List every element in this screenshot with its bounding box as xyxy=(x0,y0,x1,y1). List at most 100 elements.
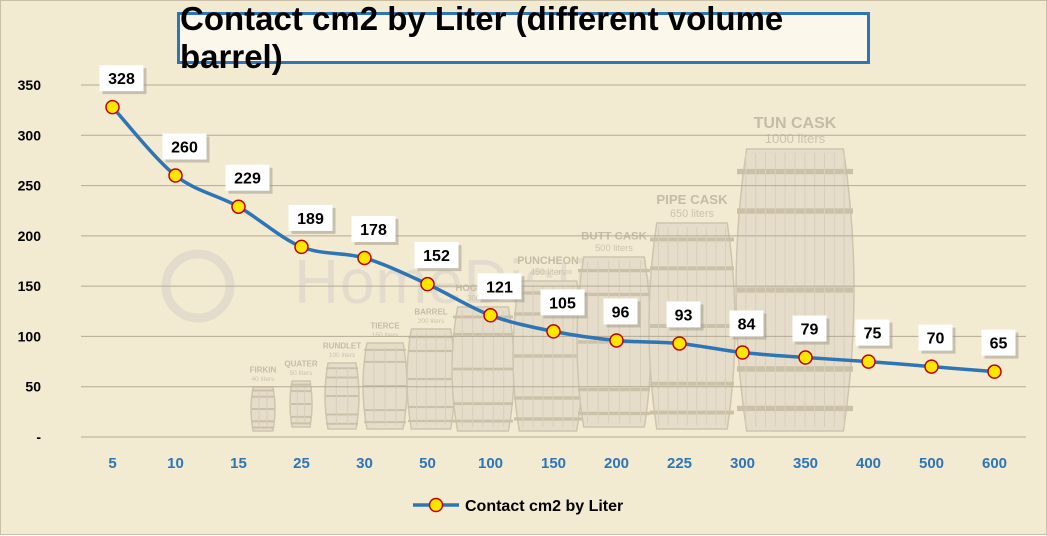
barrel-illustration-icon: FIRKIN 40 liters xyxy=(250,365,277,432)
barrel-volume: 500 liters xyxy=(595,243,633,253)
axes: 350 300 250 200 150 100 50 - 5 10 15 25 30 50 100 150 20… xyxy=(18,77,1007,472)
series-layer xyxy=(105,99,1002,379)
chart-title: Contact cm2 by Liter (different volume b… xyxy=(180,0,784,75)
data-point xyxy=(861,354,876,369)
x-tick-label: 10 xyxy=(167,455,184,472)
data-label-box xyxy=(603,298,638,325)
data-label: 70 xyxy=(927,331,945,348)
data-point xyxy=(798,350,813,365)
data-label-box xyxy=(792,315,827,342)
barrel-illustration-icon: BARREL 200 liters xyxy=(406,307,456,430)
data-label-box xyxy=(99,65,144,92)
data-label-box xyxy=(414,242,459,269)
x-tick-label: 300 xyxy=(730,455,755,472)
barrel-volume: 150 liters xyxy=(372,332,399,339)
x-tick-label: 15 xyxy=(230,455,247,472)
x-tick-label: 200 xyxy=(604,455,629,472)
barrel-volume: 100 liters xyxy=(329,352,356,359)
legend: Contact cm2 by Liter xyxy=(413,497,623,515)
data-label: 79 xyxy=(801,322,819,339)
data-label: 328 xyxy=(108,71,135,88)
x-tick-label: 500 xyxy=(919,455,944,472)
data-labels: 328 260 229 189 178 152 121 105 96 93 84 79 75 70 65 xyxy=(99,65,1019,359)
y-tick-label: 350 xyxy=(18,77,42,93)
chart-title-box: Contact cm2 by Liter (different volume b… xyxy=(177,0,870,75)
x-tick-label: 225 xyxy=(667,455,692,472)
data-label: 105 xyxy=(549,295,576,312)
data-point xyxy=(420,276,435,292)
barrel-volume: 200 liters xyxy=(418,318,445,325)
legend-marker xyxy=(428,497,444,513)
data-label-box xyxy=(540,289,585,316)
barrel-name: QUATER xyxy=(284,359,317,368)
barrel-illustration-icon: QUATER 50 liters xyxy=(284,359,318,428)
x-tick-label: 150 xyxy=(541,455,566,472)
data-point xyxy=(735,345,750,360)
barrel-illustration-icon: RUNDLET 100 liters xyxy=(323,341,361,430)
data-label: 75 xyxy=(864,326,882,343)
x-tick-label: 100 xyxy=(478,455,503,472)
x-tick-label: 350 xyxy=(793,455,818,472)
barrel-name: BUTT CASK xyxy=(581,231,648,243)
data-label: 84 xyxy=(738,317,756,334)
barrel-name: FIRKIN xyxy=(250,365,277,374)
data-point xyxy=(987,364,1002,379)
x-tick-label: 30 xyxy=(356,455,373,472)
data-label: 65 xyxy=(990,336,1008,353)
legend-label: Contact cm2 by Liter xyxy=(465,498,623,515)
y-tick-label: - xyxy=(36,429,41,445)
data-point xyxy=(609,333,624,348)
x-tick-label: 25 xyxy=(293,455,310,472)
data-label: 260 xyxy=(171,140,198,157)
data-label-box xyxy=(918,324,953,351)
barrel-name: TIERCE xyxy=(370,321,400,330)
background-illustration: HomeDistiller.ruFIRKIN40 litersQUATER50 … xyxy=(161,115,855,432)
data-label-box xyxy=(288,204,333,231)
barrel-name: PUNCHEON xyxy=(517,255,579,267)
barrel-illustration-icon: TIERCE 150 liters xyxy=(362,321,408,430)
data-point xyxy=(924,359,939,374)
data-label-box xyxy=(855,319,890,346)
barrel-name: TUN CASK xyxy=(754,115,837,132)
y-tick-label: 100 xyxy=(18,328,42,344)
barrel-volume: 40 liters xyxy=(252,376,276,383)
x-tick-label: 400 xyxy=(856,455,881,472)
y-tick-label: 150 xyxy=(18,278,42,294)
barrel-volume: 1000 liters xyxy=(765,131,826,146)
y-tick-label: 50 xyxy=(25,379,41,395)
x-tick-label: 5 xyxy=(108,455,116,472)
data-label-box xyxy=(981,329,1016,356)
data-label: 229 xyxy=(234,171,261,188)
data-label: 189 xyxy=(297,211,324,228)
y-tick-label: 300 xyxy=(18,127,42,143)
data-label-box xyxy=(351,215,396,242)
data-point xyxy=(168,168,183,183)
barrel-volume: 650 liters xyxy=(670,208,715,220)
data-label-box xyxy=(225,164,270,191)
barrel-name: BARREL xyxy=(414,307,447,316)
y-tick-label: 250 xyxy=(18,178,42,194)
y-tick-label: 200 xyxy=(18,228,42,244)
data-label: 93 xyxy=(675,307,693,324)
data-label: 178 xyxy=(360,222,387,239)
x-tick-label: 600 xyxy=(982,455,1007,472)
data-label-box xyxy=(729,310,764,337)
barrel-name: PIPE CASK xyxy=(656,192,728,207)
data-point xyxy=(231,199,246,214)
data-point xyxy=(546,324,561,339)
barrel-volume: 50 liters xyxy=(290,370,314,377)
data-label-box xyxy=(666,301,701,328)
data-point xyxy=(105,99,120,115)
data-label-box xyxy=(477,273,522,300)
data-label-box xyxy=(162,133,207,160)
data-label: 121 xyxy=(486,279,513,296)
data-point xyxy=(483,308,498,323)
data-point xyxy=(294,239,309,255)
data-point xyxy=(357,250,372,266)
barrel-name: RUNDLET xyxy=(323,341,361,350)
